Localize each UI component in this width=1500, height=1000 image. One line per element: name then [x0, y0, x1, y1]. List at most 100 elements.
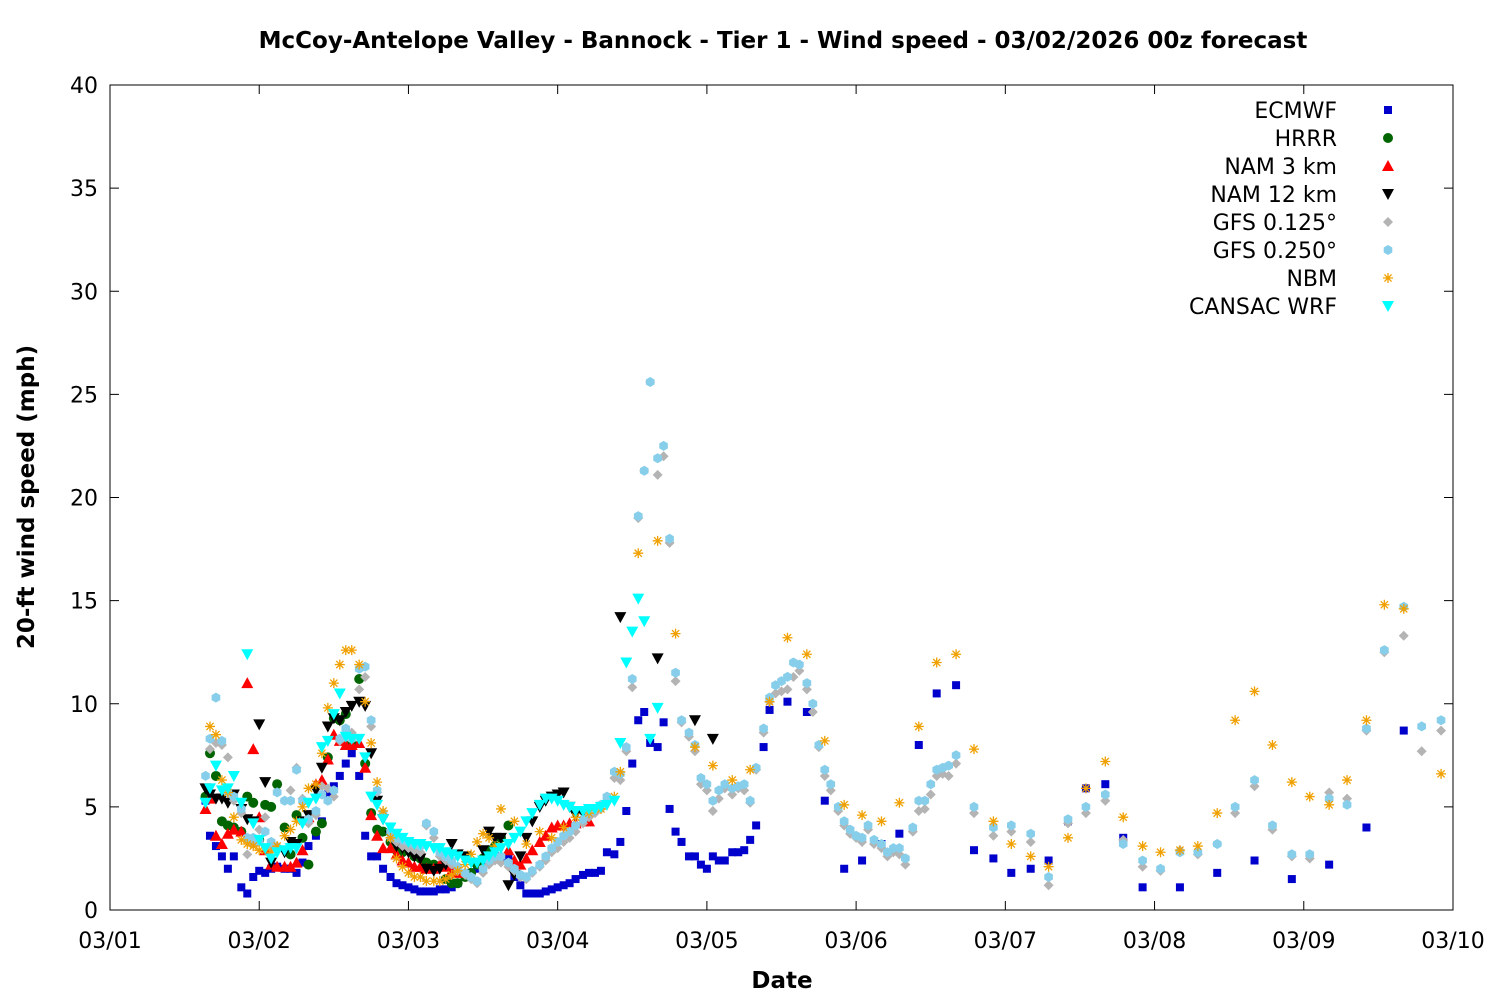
- data-point: [759, 743, 768, 752]
- data-point: [565, 826, 574, 837]
- data-point: [651, 702, 664, 714]
- data-point: [596, 866, 605, 875]
- data-point: [296, 818, 309, 830]
- data-point: [329, 785, 339, 796]
- data-point: [451, 851, 464, 863]
- data-point: [894, 797, 905, 808]
- data-point: [521, 839, 532, 849]
- data-point: [653, 743, 662, 752]
- data-point: [720, 856, 729, 865]
- data-point: [727, 789, 738, 800]
- series-cansac-wrf: [199, 593, 664, 869]
- data-point: [651, 653, 664, 665]
- data-point: [1006, 826, 1017, 837]
- data-point: [819, 735, 830, 746]
- data-point: [494, 832, 507, 844]
- data-point: [952, 681, 961, 690]
- data-point: [237, 803, 246, 814]
- data-point: [1138, 883, 1147, 892]
- data-point: [441, 885, 450, 894]
- legend-label: HRRR: [1275, 127, 1337, 152]
- data-point: [1212, 839, 1222, 849]
- data-point: [1174, 845, 1185, 856]
- data-point: [1101, 789, 1110, 800]
- data-point: [626, 626, 639, 638]
- data-point: [943, 770, 954, 781]
- data-point: [236, 834, 247, 845]
- data-point: [333, 715, 346, 727]
- data-point: [707, 806, 718, 816]
- data-point: [434, 876, 445, 887]
- data-point: [745, 795, 755, 806]
- data-point: [361, 831, 370, 840]
- data-point: [334, 659, 345, 670]
- data-point: [968, 808, 979, 819]
- data-point: [684, 852, 693, 861]
- data-point: [292, 868, 301, 877]
- data-point: [969, 846, 978, 855]
- data-point: [292, 764, 301, 775]
- legend-item: GFS 0.250°: [1213, 239, 1393, 264]
- data-point: [365, 809, 378, 821]
- data-point: [665, 804, 674, 813]
- x-tick-label: 03/08: [1123, 929, 1186, 954]
- data-point: [951, 758, 962, 769]
- data-point: [201, 770, 210, 781]
- data-point: [510, 863, 519, 874]
- data-point: [1155, 847, 1166, 858]
- data-point: [204, 744, 215, 755]
- data-point: [877, 839, 886, 849]
- data-point: [1026, 864, 1035, 873]
- data-point: [235, 825, 248, 837]
- data-point: [373, 852, 382, 861]
- data-point: [409, 872, 420, 882]
- data-point: [1063, 832, 1074, 843]
- y-axis-title: 20-ft wind speed (mph): [14, 345, 40, 649]
- data-point: [720, 779, 730, 790]
- legend-item: NAM 3 km: [1224, 155, 1394, 180]
- data-point: [1101, 780, 1110, 789]
- data-point: [825, 785, 836, 796]
- data-point: [659, 718, 668, 727]
- y-tick-label: 5: [84, 796, 98, 821]
- data-point: [378, 806, 389, 816]
- data-point: [249, 873, 258, 881]
- data-point: [602, 791, 612, 802]
- data-point: [533, 799, 546, 811]
- data-point: [639, 465, 649, 476]
- data-point: [819, 770, 830, 781]
- data-point: [546, 832, 557, 843]
- data-point: [571, 820, 580, 831]
- data-point: [1362, 723, 1371, 734]
- data-point: [205, 831, 214, 840]
- data-point: [1380, 645, 1389, 656]
- data-point: [297, 801, 308, 812]
- data-point: [526, 844, 539, 856]
- data-point: [764, 696, 775, 707]
- data-point: [783, 697, 792, 706]
- data-point: [366, 715, 376, 726]
- data-point: [1007, 820, 1016, 831]
- data-point: [514, 851, 527, 863]
- data-point: [260, 812, 271, 823]
- data-point: [1080, 808, 1091, 819]
- data-point: [944, 760, 953, 771]
- data-point: [452, 865, 463, 876]
- legend-label: GFS 0.125°: [1213, 211, 1337, 236]
- data-point: [253, 719, 266, 731]
- data-point: [600, 799, 613, 811]
- data-point: [354, 684, 365, 695]
- data-point: [335, 733, 345, 744]
- series-ecmwf: [201, 681, 1408, 898]
- data-point: [1230, 808, 1241, 819]
- data-point: [310, 779, 321, 790]
- data-point: [228, 812, 239, 823]
- data-point: [428, 832, 439, 843]
- x-axis-title: Date: [751, 968, 812, 994]
- data-point: [415, 872, 426, 882]
- data-point: [802, 708, 811, 716]
- data-point: [255, 866, 264, 875]
- data-point: [951, 649, 962, 660]
- data-point: [1025, 836, 1036, 847]
- data-point: [839, 799, 850, 810]
